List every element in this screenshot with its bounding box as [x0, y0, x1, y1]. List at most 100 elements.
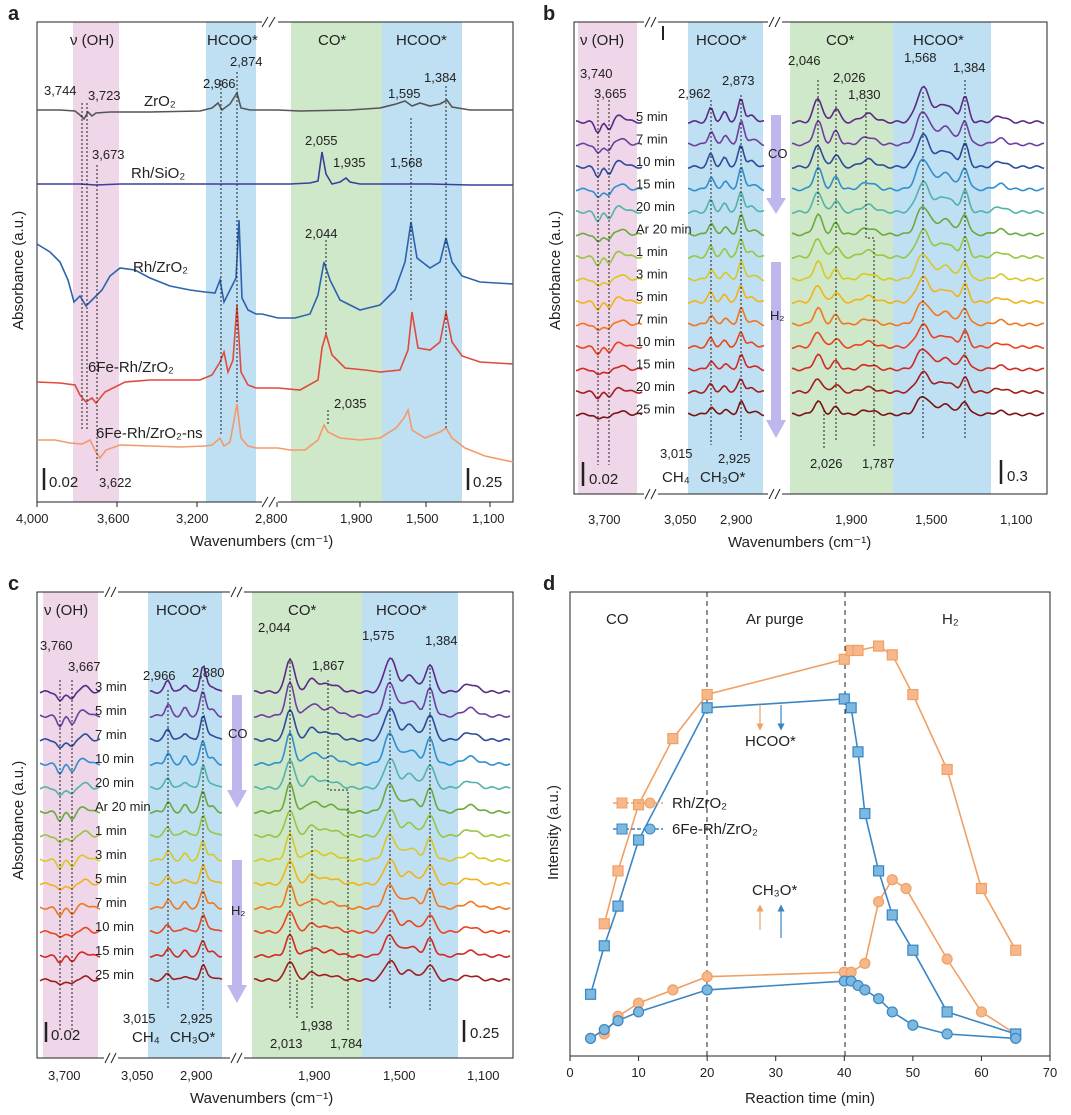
panel-d-point-1-9 [886, 874, 898, 886]
panel-b-frame [573, 21, 1048, 495]
panel-c-scalebar-right-label: 0.25 [470, 1025, 499, 1042]
panel-b-peak-3665: 3,665 [594, 86, 627, 101]
panel-b-peak-1384: 1,384 [953, 60, 986, 75]
b-times-1: 7 min [636, 132, 668, 147]
panel-b-ch4-label: CH₄ [662, 469, 690, 486]
panel-a-spectrum-6fe-rh-zro2-ns [37, 403, 514, 463]
panel-a-band-co-label: CO* [318, 32, 347, 49]
panel-d-point-2-7 [852, 746, 864, 758]
panel-d-series-line-0 [603, 645, 1017, 951]
panel-b-peak-1830: 1,830 [848, 87, 881, 102]
panel-a-peak-2044: 2,044 [305, 226, 338, 241]
panel-b-peak-1787: 1,787 [862, 456, 895, 471]
panel-a-xtick-2: 3,200 [176, 511, 209, 526]
panel-d-point-2-9 [872, 865, 885, 877]
panel-a-xtick-3: 2,800 [255, 511, 288, 526]
panel-d-xtick-6: 60 [974, 1065, 988, 1080]
b-spectra-trace-11-seg-1 [687, 353, 765, 372]
c-spectra-trace-6-seg-0 [39, 829, 101, 844]
panel-d-point-2-2 [612, 900, 624, 912]
panel-d-frame [569, 591, 1051, 1057]
panel-d-letter: d [543, 573, 555, 595]
panel-d-point-0-11 [941, 763, 953, 776]
c-spectra-trace-2-seg-2 [253, 707, 511, 743]
panel-a-label-6fe-rh-zro2: 6Fe-Rh/ZrO₂ [88, 359, 174, 376]
b-spectra-trace-8-seg-2 [791, 275, 1045, 305]
panel-b-peak-2925: 2,925 [718, 451, 751, 466]
c-spectra-trace-5-seg-1 [149, 790, 223, 814]
c-spectra-trace-10-seg-1 [149, 914, 223, 934]
c-spectra-trace-2-seg-0 [39, 733, 101, 750]
panel-c-scalebar-left-label: 0.02 [51, 1027, 80, 1044]
panel-b-xtick-4: 1,500 [915, 512, 948, 527]
c-times-7: 3 min [95, 847, 127, 862]
panel-d-point-3-10 [886, 1006, 898, 1018]
b-spectra-trace-8-seg-1 [687, 284, 765, 304]
panel-a-scalebar-left-label: 0.02 [49, 474, 78, 491]
b-spectra-trace-1-seg-2 [791, 111, 1045, 147]
panel-b-xtick-1: 3,050 [664, 512, 697, 527]
panel-b-peak-2873: 2,873 [722, 73, 755, 88]
panel-c-h2-arrow [227, 860, 247, 1003]
b-times-11: 15 min [636, 357, 675, 372]
c-times-8: 5 min [95, 871, 127, 886]
c-spectra-trace-8-seg-2 [253, 859, 511, 887]
panel-d-point-2-3 [632, 834, 645, 846]
b-spectra-trace-0-seg-2 [791, 85, 1045, 125]
panel-b-peak-2962: 2,962 [678, 86, 711, 101]
panel-d-point-0-10 [907, 688, 919, 701]
panel-d-point-0-8 [872, 640, 885, 652]
c-spectra-trace-10-seg-2 [253, 909, 511, 935]
panel-a-band-hcoo1-label: HCOO* [207, 32, 258, 49]
c-times-6: 1 min [95, 823, 127, 838]
panel-c-xlabel: Wavenumbers (cm⁻¹) [190, 1090, 333, 1107]
b-times-10: 10 min [636, 334, 675, 349]
panel-c-xtick-3: 1,900 [298, 1068, 331, 1083]
panel-d-point-0-1 [612, 865, 624, 877]
b-spectra-trace-6-seg-0 [575, 250, 643, 268]
panel-a-xlabel: Wavenumbers (cm⁻¹) [190, 533, 333, 550]
b-spectra-trace-9-seg-2 [791, 300, 1045, 327]
panel-d-annot-hcoo: HCOO* [745, 733, 796, 750]
panel-d-point-0-0 [598, 918, 610, 930]
panel-a-band-hcoo2-label: HCOO* [396, 32, 447, 49]
c-spectra-trace-6-seg-2 [253, 808, 511, 839]
panel-d-legend-fe: 6Fe-Rh/ZrO₂ [672, 821, 758, 838]
panel-a-peak-1568: 1,568 [390, 155, 423, 170]
panel-b-ylabel: Absorbance (a.u.) [547, 211, 564, 330]
b-spectra-trace-2-seg-1 [687, 144, 765, 169]
panel-b-peak-3015: 3,015 [660, 446, 693, 461]
panel-c-peak-3760: 3,760 [40, 638, 73, 653]
panel-d-xtick-1: 10 [631, 1065, 645, 1080]
b-spectra-trace-6-seg-1 [687, 238, 765, 259]
b-spectra-trace-3-seg-0 [575, 183, 643, 199]
panel-d-xtick-5: 50 [906, 1065, 920, 1080]
c-spectra-trace-11-seg-0 [39, 951, 101, 965]
panel-c-band-co [252, 592, 362, 1058]
panel-c-peak-1575: 1,575 [362, 628, 395, 643]
c-spectra-trace-10-seg-0 [39, 926, 101, 939]
panel-b-ch3o-label: CH₃O* [700, 469, 745, 486]
b-times-7: 3 min [636, 267, 668, 282]
c-spectra-trace-4-seg-1 [149, 764, 223, 790]
panel-a-label-6fe-rh-zro2-ns: 6Fe-Rh/ZrO₂-ns [96, 425, 203, 442]
panel-d-point-3-2 [612, 1015, 624, 1027]
c-spectra-trace-8-seg-0 [39, 878, 101, 891]
c-times-9: 7 min [95, 895, 127, 910]
c-spectra-trace-12-seg-1 [149, 963, 223, 982]
panel-d-region-ar: Ar purge [746, 611, 804, 628]
b-spectra-trace-10-seg-1 [687, 331, 765, 349]
panel-b-xtick-3: 1,900 [835, 512, 868, 527]
c-times-3: 10 min [95, 751, 134, 766]
panel-d-point-2-10 [886, 909, 898, 921]
panel-a-peak-2035: 2,035 [334, 396, 367, 411]
panel-a-ylabel: Absorbance (a.u.) [10, 211, 27, 330]
panel-b-co-arrow [766, 115, 786, 214]
panel-c-peak-3015: 3,015 [123, 1011, 156, 1026]
b-spectra-trace-5-seg-0 [575, 228, 643, 243]
b-spectra-trace-3-seg-2 [791, 158, 1045, 192]
panel-b-xlabel: Wavenumbers (cm⁻¹) [728, 534, 871, 551]
c-times-0: 3 min [95, 679, 127, 694]
panel-b-co-arrow-label: CO [768, 146, 788, 161]
